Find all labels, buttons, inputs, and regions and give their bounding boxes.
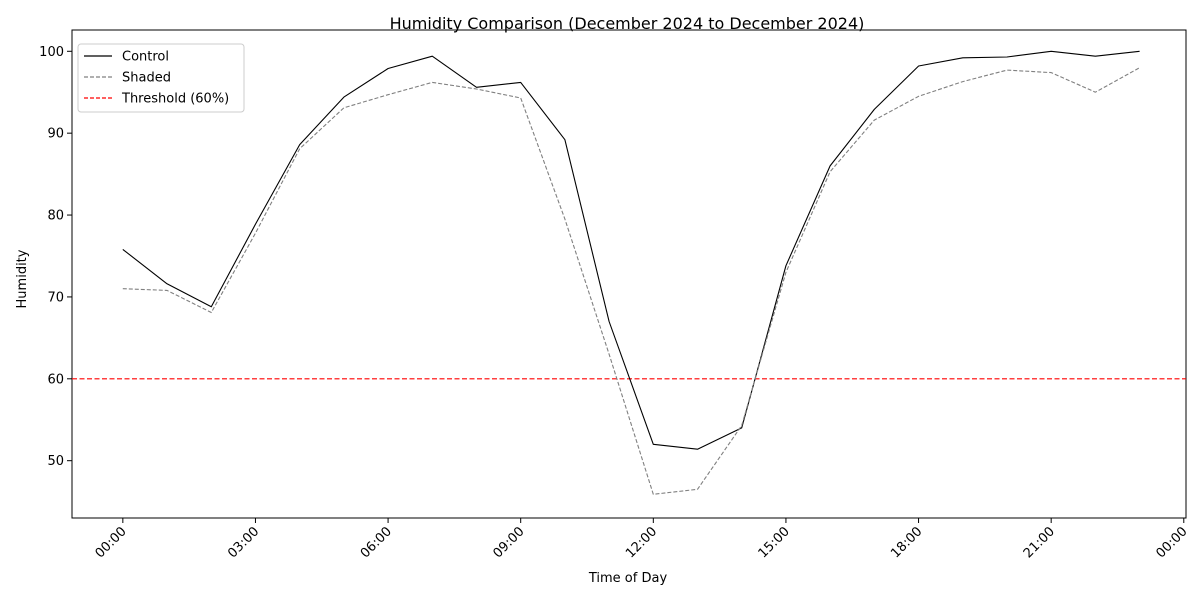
y-axis: 50 60 70 80 90 100 bbox=[39, 45, 72, 469]
legend-label: Control bbox=[122, 50, 169, 65]
y-tick-label: 70 bbox=[47, 290, 64, 305]
y-tick-label: 80 bbox=[47, 209, 64, 224]
x-tick-label: 06:00 bbox=[358, 524, 395, 561]
series-line-shaded bbox=[123, 68, 1140, 495]
y-tick-label: 50 bbox=[47, 454, 64, 469]
series-layer bbox=[123, 51, 1140, 494]
x-tick-label: 00:00 bbox=[93, 524, 130, 561]
y-tick-label: 90 bbox=[47, 127, 64, 142]
series-line-control bbox=[123, 51, 1140, 449]
x-tick-label: 12:00 bbox=[623, 524, 660, 561]
x-tick-label: 15:00 bbox=[756, 524, 793, 561]
x-axis: 00:00 03:00 06:00 09:00 12:00 15:00 18:00 21:00… bbox=[93, 518, 1191, 561]
legend: Control Shaded Threshold (60%) bbox=[78, 44, 244, 112]
x-tick-label: 18:00 bbox=[888, 524, 925, 561]
x-tick-label: 09:00 bbox=[490, 524, 527, 561]
y-tick-label: 60 bbox=[47, 372, 64, 387]
y-tick-label: 100 bbox=[39, 45, 64, 60]
x-tick-label: 21:00 bbox=[1021, 524, 1058, 561]
legend-label: Shaded bbox=[122, 71, 171, 86]
x-tick-label: 00:00 bbox=[1154, 524, 1191, 561]
x-tick-label: 03:00 bbox=[225, 524, 262, 561]
y-axis-label: Humidity bbox=[15, 249, 30, 308]
legend-label: Threshold (60%) bbox=[121, 92, 229, 107]
x-axis-label: Time of Day bbox=[588, 571, 668, 586]
